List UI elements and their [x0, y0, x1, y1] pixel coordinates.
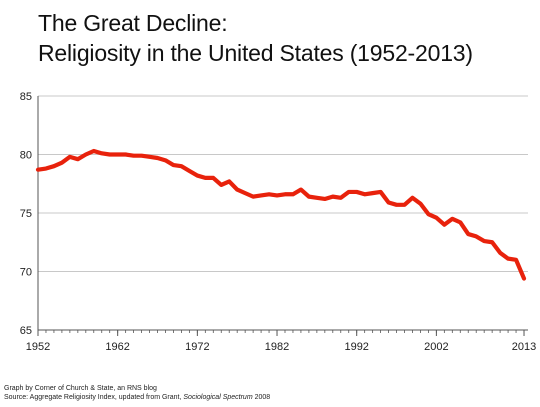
grid-lines: [38, 95, 528, 272]
x-tick-label: 1952: [26, 341, 50, 353]
x-tick-label: 1992: [344, 341, 368, 353]
x-tick-label: 2013: [512, 341, 536, 353]
y-tick-label: 80: [20, 150, 32, 162]
chart-title: The Great Decline: Religiosity in the Un…: [38, 8, 473, 68]
x-tick-label: 1972: [185, 341, 209, 353]
series-layer: [35, 148, 527, 281]
chart-title-line1: The Great Decline:: [38, 10, 228, 36]
x-tick-label: 2002: [424, 341, 448, 353]
footer-source: Source: Aggregate Religiosity Index, upd…: [4, 393, 270, 402]
footer-credit: Graph by Corner of Church & State, an RN…: [4, 385, 157, 392]
y-tick-labels: 65 70 75 80 85: [20, 91, 32, 337]
line-chart: 65 70 75 80 85 1952 1962 1972 1982 1992 2002 2013: [20, 91, 537, 353]
x-tick-labels: 1952 1962 1972 1982 1992 2002 2013: [26, 341, 537, 353]
footer: Graph by Corner of Church & State, an RN…: [4, 384, 270, 402]
footer-source-year: 2008: [252, 394, 271, 401]
x-tick-label: 1962: [105, 341, 129, 353]
y-tick-label: 85: [20, 91, 32, 103]
axes: [37, 96, 528, 336]
y-tick-label: 65: [20, 325, 32, 337]
footer-source-prefix: Source: Aggregate Religiosity Index, upd…: [4, 394, 184, 401]
footer-source-journal: Sociological Spectrum: [183, 394, 253, 401]
chart-title-line2: Religiosity in the United States (1952-2…: [38, 40, 473, 66]
series-line: [35, 148, 527, 281]
y-tick-label: 75: [20, 208, 32, 220]
y-tick-label: 70: [20, 267, 32, 279]
x-tick-label: 1982: [265, 341, 289, 353]
